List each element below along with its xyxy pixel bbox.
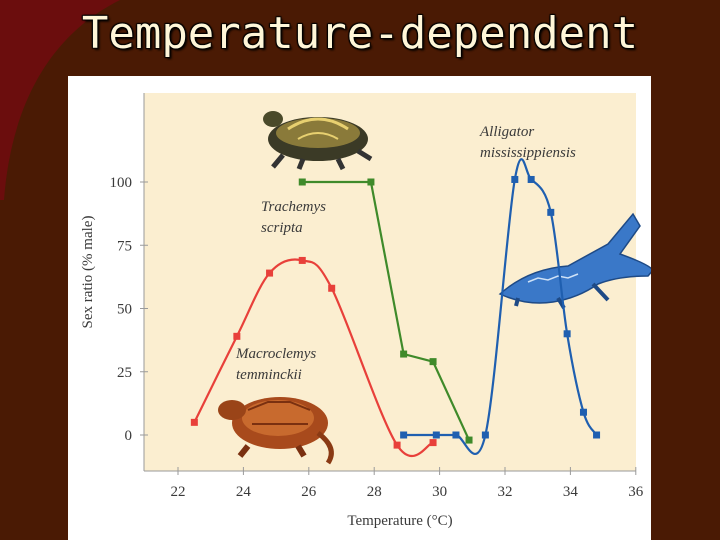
data-point bbox=[328, 284, 336, 292]
data-point bbox=[593, 431, 601, 439]
series-label: Trachemys bbox=[261, 199, 326, 215]
snapping-turtle-illustration bbox=[218, 397, 334, 465]
data-point bbox=[527, 175, 535, 183]
data-point bbox=[393, 441, 401, 449]
series-label: scripta bbox=[261, 220, 303, 236]
data-point bbox=[432, 431, 440, 439]
x-tick-label: 32 bbox=[498, 484, 513, 500]
series-label: Alligator bbox=[479, 124, 534, 140]
data-point bbox=[429, 358, 437, 366]
series-points bbox=[190, 175, 601, 449]
axes: 0 25 50 75 100 22 24 26 28 30 32 34 36 Temperature (°… bbox=[80, 93, 644, 529]
series-label: temminckii bbox=[236, 367, 302, 383]
data-point bbox=[429, 439, 437, 447]
y-tick-label: 25 bbox=[117, 365, 132, 381]
data-point bbox=[579, 408, 587, 416]
data-point bbox=[298, 178, 306, 186]
turtle-illustration bbox=[263, 111, 373, 171]
data-point bbox=[400, 431, 408, 439]
data-point bbox=[298, 256, 306, 264]
x-tick-label: 26 bbox=[301, 484, 317, 500]
illustrations bbox=[218, 111, 651, 465]
series-labels: Trachemys scripta Macroclemys temminckii All… bbox=[235, 124, 576, 383]
x-tick-label: 24 bbox=[236, 484, 252, 500]
data-point bbox=[266, 269, 274, 277]
x-tick-label: 34 bbox=[563, 484, 579, 500]
data-point bbox=[367, 178, 375, 186]
x-tick-label: 36 bbox=[628, 484, 644, 500]
data-point bbox=[563, 330, 571, 338]
data-point bbox=[465, 436, 473, 444]
data-point bbox=[190, 418, 198, 426]
x-tick-label: 30 bbox=[432, 484, 447, 500]
y-tick-label: 75 bbox=[117, 238, 132, 254]
alligator-illustration bbox=[498, 212, 651, 310]
red-corner-swoosh bbox=[0, 0, 120, 200]
y-tick-label: 50 bbox=[117, 302, 132, 318]
x-tick-label: 22 bbox=[171, 484, 186, 500]
y-axis-label: Sex ratio (% male) bbox=[80, 216, 96, 329]
series-label: Macroclemys bbox=[235, 346, 316, 362]
data-point bbox=[400, 350, 408, 358]
x-tick-label: 28 bbox=[367, 484, 382, 500]
figure-panel: 0 25 50 75 100 22 24 26 28 30 32 34 36 Temperature (°… bbox=[68, 76, 651, 540]
slide-title: Temperature-dependent bbox=[81, 8, 639, 59]
data-point bbox=[481, 431, 489, 439]
data-point bbox=[511, 175, 519, 183]
data-point bbox=[233, 332, 241, 340]
data-point bbox=[452, 431, 460, 439]
data-point bbox=[547, 208, 555, 216]
y-tick-label: 100 bbox=[110, 175, 133, 191]
sex-ratio-chart: 0 25 50 75 100 22 24 26 28 30 32 34 36 Temperature (°… bbox=[80, 93, 651, 529]
x-axis-label: Temperature (°C) bbox=[347, 513, 452, 529]
series-label: mississippiensis bbox=[480, 145, 576, 161]
y-tick-label: 0 bbox=[125, 428, 133, 444]
